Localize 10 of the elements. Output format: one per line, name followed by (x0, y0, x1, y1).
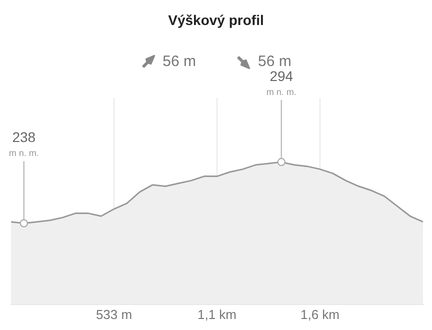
chart-title: Výškový profil (167, 12, 265, 28)
x-tick-label: 533 m (96, 306, 132, 322)
text: 56 m (162, 53, 196, 70)
text: 294 (270, 68, 294, 84)
text: m n. m. (266, 87, 296, 98)
text: 56 m (258, 53, 292, 70)
x-tick-label: 1,6 km (300, 306, 340, 322)
text: m n. m. (8, 148, 39, 158)
x-tick-label: 1,1 km (197, 306, 237, 322)
text: 238 (12, 129, 36, 146)
